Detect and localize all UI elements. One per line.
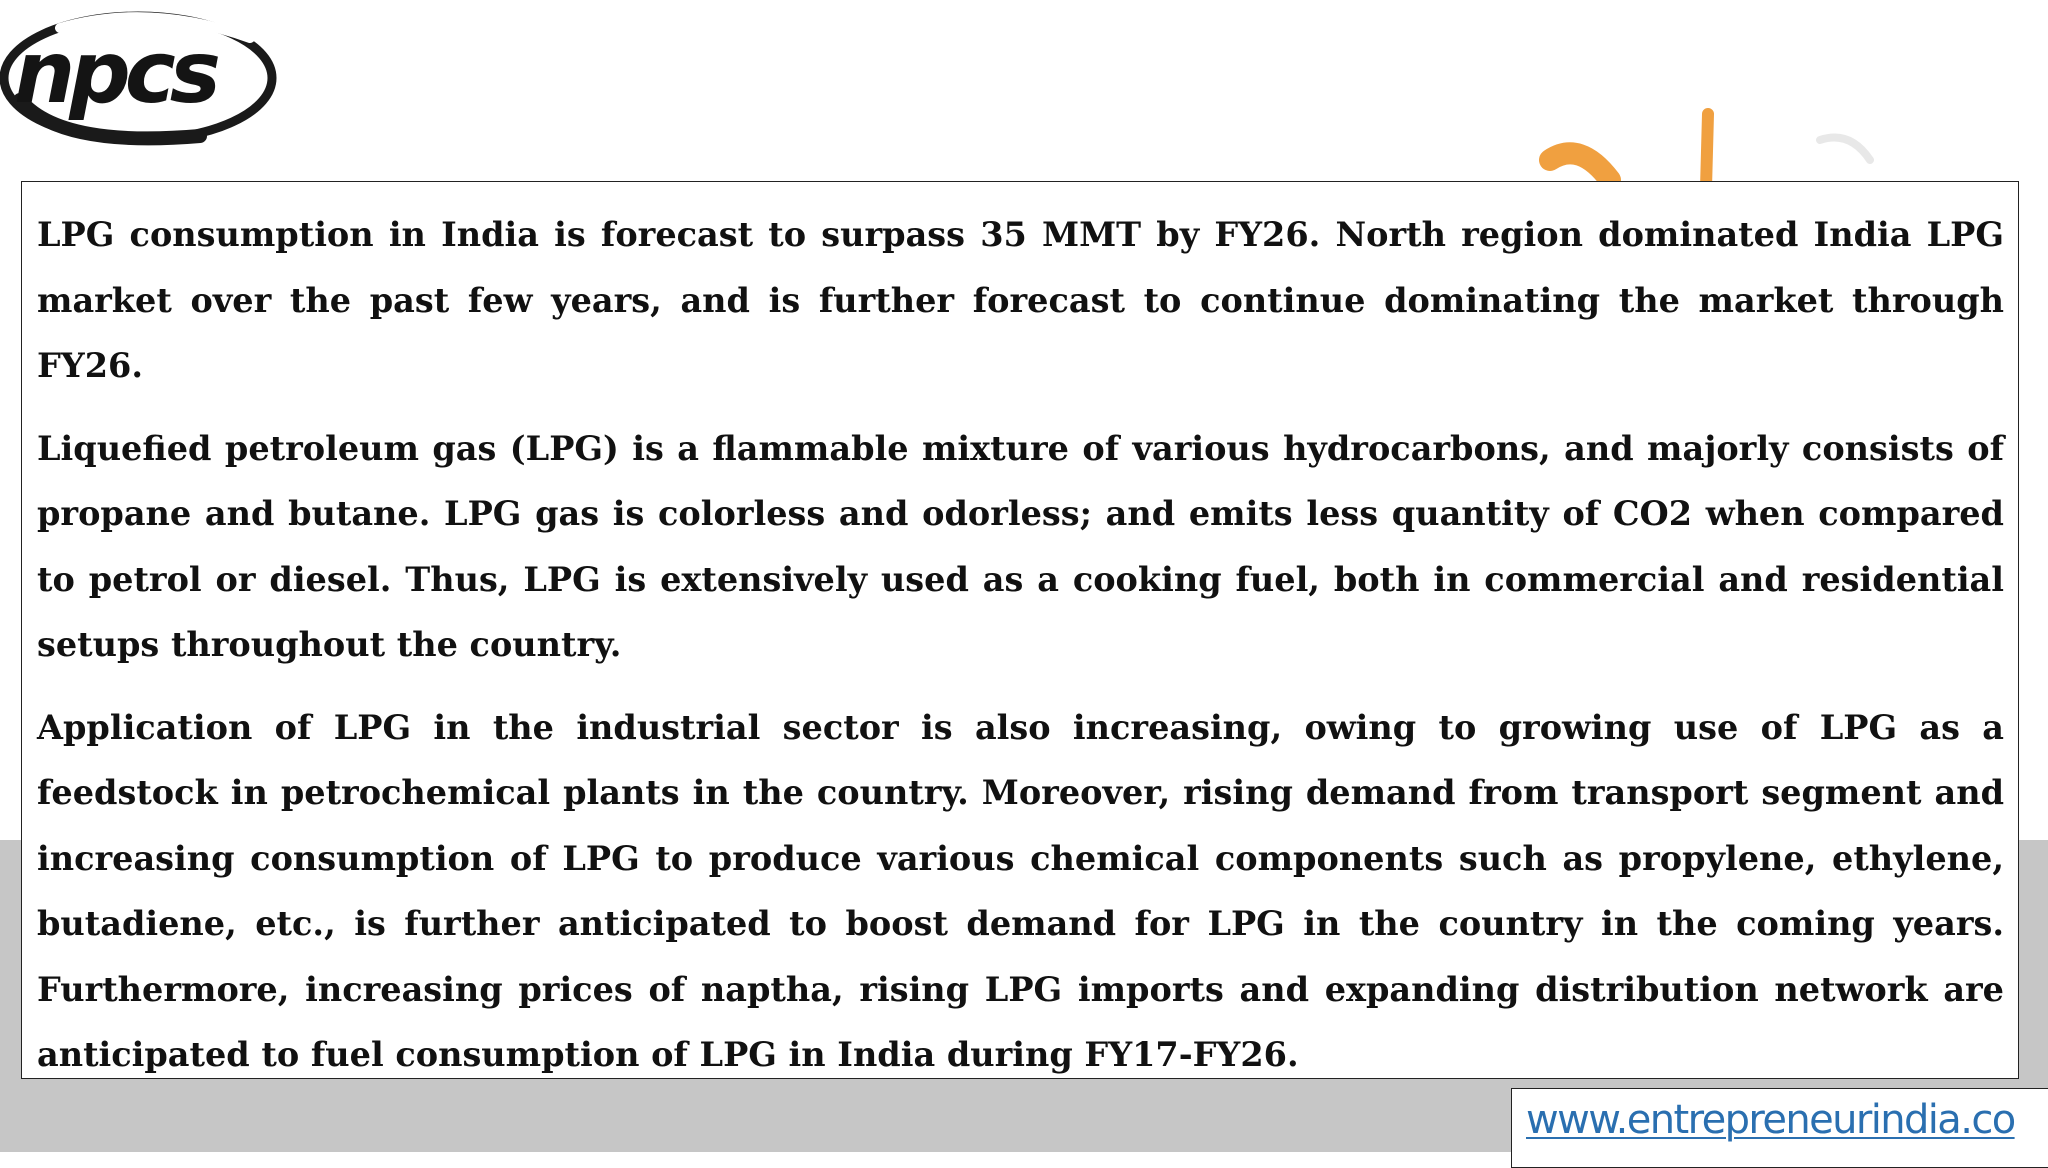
logo-text: npcs: [14, 23, 221, 123]
company-logo: npcs: [0, 8, 280, 148]
decorative-graphic: [1520, 100, 1940, 194]
website-link-box: www.entrepreneurindia.co: [1511, 1088, 2048, 1168]
content-box: LPG consumption in India is forecast to …: [21, 181, 2019, 1079]
npcs-logo-icon: [0, 11, 277, 146]
website-link[interactable]: www.entrepreneurindia.co: [1526, 1097, 2016, 1143]
paragraph-lpg-forecast: LPG consumption in India is forecast to …: [37, 215, 2004, 385]
paragraph-lpg-definition: Liquefied petroleum gas (LPG) is a flamm…: [37, 428, 2004, 665]
paragraph-lpg-applications: Application of LPG in the industrial sec…: [37, 707, 2004, 1075]
